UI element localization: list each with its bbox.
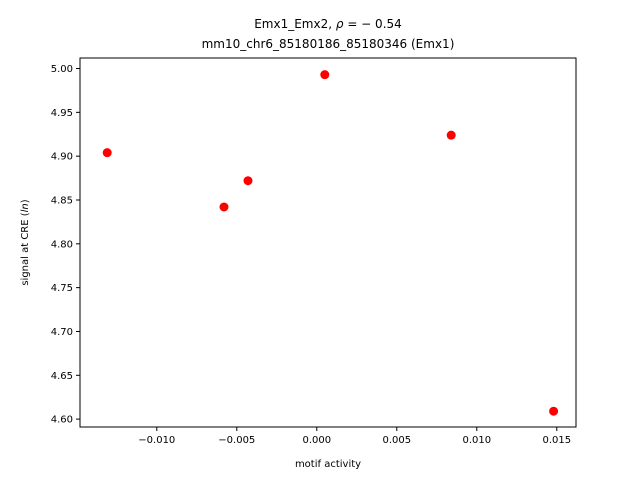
x-tick-label: 0.010 — [462, 435, 491, 446]
data-point — [102, 148, 112, 158]
data-point — [243, 176, 253, 186]
x-axis-label: motif activity — [295, 459, 361, 470]
chart-title-line1: Emx1_Emx2, ρ = − 0.54 — [254, 17, 402, 31]
y-tick-label: 4.65 — [51, 371, 73, 382]
y-tick-label: 4.80 — [51, 239, 73, 250]
y-tick-label: 4.90 — [51, 152, 73, 163]
x-tick-label: −0.010 — [138, 435, 175, 446]
x-axis-ticks: −0.010 −0.005 0.000 0.005 0.010 0.015 — [138, 427, 571, 446]
data-points — [102, 70, 559, 416]
plot-frame — [79, 57, 577, 428]
y-tick-label: 5.00 — [51, 64, 73, 75]
x-tick-label: 0.005 — [382, 435, 411, 446]
x-tick-label: 0.000 — [302, 435, 331, 446]
y-tick-label: 4.85 — [51, 195, 73, 206]
y-axis-label: signal at CRE (ln) — [20, 199, 31, 285]
y-tick-label: 4.60 — [51, 415, 73, 426]
data-point — [549, 406, 559, 416]
x-tick-label: 0.015 — [542, 435, 571, 446]
y-tick-label: 4.75 — [51, 283, 73, 294]
data-point — [219, 202, 229, 212]
x-tick-label: −0.005 — [218, 435, 255, 446]
y-tick-label: 4.95 — [51, 108, 73, 119]
chart-title-line2: mm10_chr6_85180186_85180346 (Emx1) — [202, 37, 455, 51]
data-point — [320, 70, 330, 80]
y-tick-label: 4.70 — [51, 327, 73, 338]
data-point — [446, 130, 456, 140]
y-axis-ticks: 4.60 4.65 4.70 4.75 4.80 4.85 4.90 4.95 5.00 — [51, 64, 80, 426]
